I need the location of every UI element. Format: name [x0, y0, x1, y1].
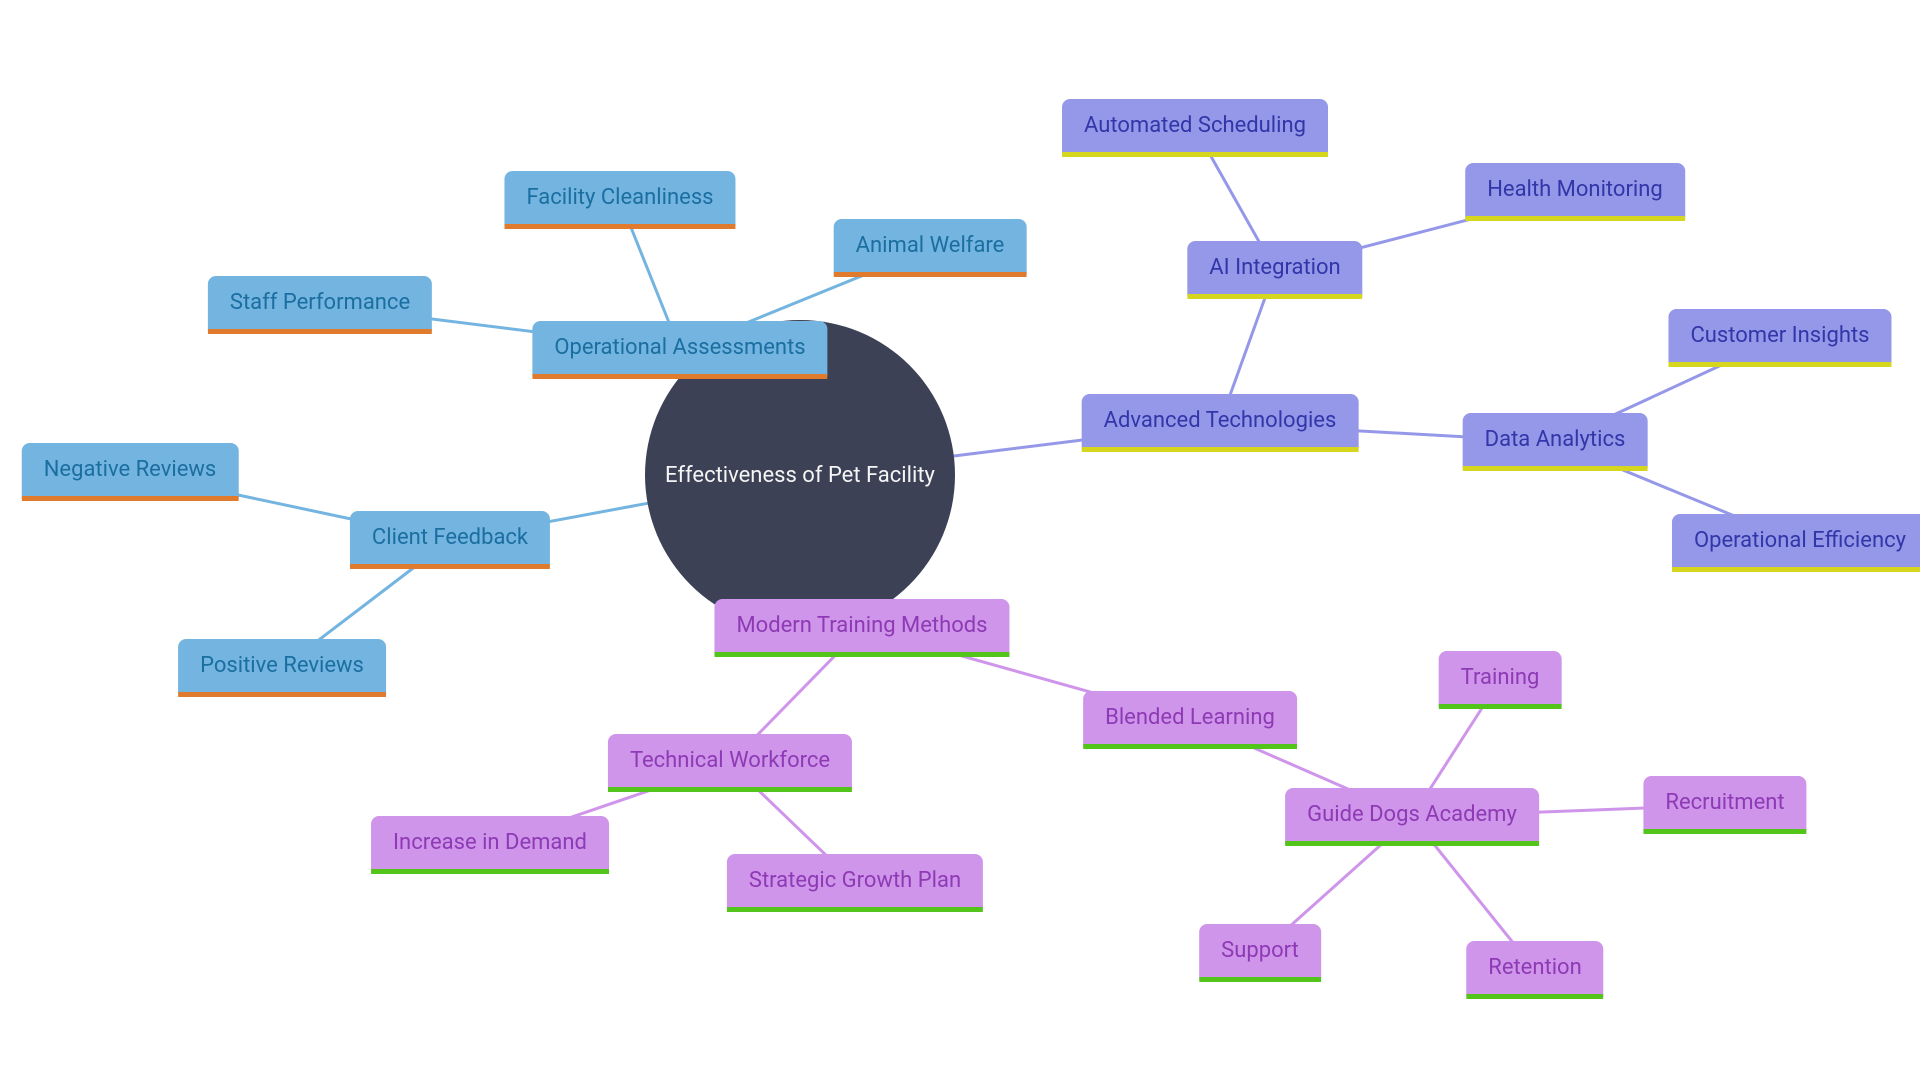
node-data-analytics: Data Analytics: [1463, 413, 1648, 471]
node-support: Support: [1199, 924, 1321, 982]
node-negative-reviews: Negative Reviews: [22, 443, 239, 501]
node-facility-cleanliness: Facility Cleanliness: [504, 171, 735, 229]
node-modern-training-methods: Modern Training Methods: [714, 599, 1009, 657]
mindmap-canvas: Effectiveness of Pet Facility Operationa…: [0, 0, 1920, 1080]
node-customer-insights: Customer Insights: [1668, 309, 1891, 367]
node-advanced-technologies: Advanced Technologies: [1082, 394, 1359, 452]
node-guide-dogs-academy: Guide Dogs Academy: [1285, 788, 1539, 846]
node-increase-in-demand: Increase in Demand: [371, 816, 609, 874]
node-automated-scheduling: Automated Scheduling: [1062, 99, 1328, 157]
node-training: Training: [1439, 651, 1562, 709]
node-staff-performance: Staff Performance: [208, 276, 432, 334]
node-ai-integration: AI Integration: [1187, 241, 1362, 299]
edges-layer: [0, 0, 1920, 1080]
node-client-feedback: Client Feedback: [350, 511, 550, 569]
node-technical-workforce: Technical Workforce: [608, 734, 852, 792]
node-strategic-growth-plan: Strategic Growth Plan: [727, 854, 983, 912]
node-positive-reviews: Positive Reviews: [178, 639, 386, 697]
node-blended-learning: Blended Learning: [1083, 691, 1297, 749]
node-operational-assessments: Operational Assessments: [532, 321, 827, 379]
node-animal-welfare: Animal Welfare: [834, 219, 1027, 277]
node-health-monitoring: Health Monitoring: [1465, 163, 1685, 221]
node-operational-efficiency: Operational Efficiency: [1672, 514, 1920, 572]
center-label: Effectiveness of Pet Facility: [665, 463, 935, 488]
node-recruitment: Recruitment: [1643, 776, 1806, 834]
node-retention: Retention: [1466, 941, 1603, 999]
